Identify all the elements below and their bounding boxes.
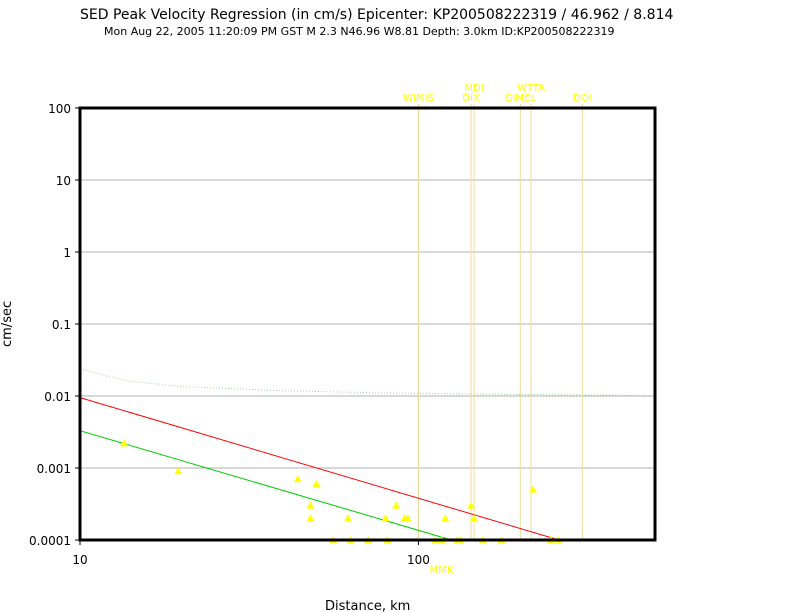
y-tick-label: 0.001 xyxy=(37,462,71,476)
data-point xyxy=(392,501,401,509)
y-tick-label: 10 xyxy=(56,174,71,188)
x-tick-label: 100 xyxy=(407,553,430,567)
data-point xyxy=(120,439,129,447)
x-axis-label: Distance, km xyxy=(325,599,410,612)
data-point xyxy=(306,501,315,509)
station-label: GIMEL xyxy=(505,93,537,104)
station-label: MMK xyxy=(430,565,454,576)
data-point xyxy=(293,475,302,483)
y-tick-label: 0.1 xyxy=(52,318,71,332)
dotted-curve xyxy=(79,368,646,396)
data-point xyxy=(174,467,183,475)
station-label: WTTA xyxy=(517,83,545,94)
data-point xyxy=(403,514,412,522)
data-point xyxy=(528,485,537,493)
data-point xyxy=(441,514,450,522)
y-tick-label: 100 xyxy=(48,102,71,116)
curves xyxy=(79,368,646,541)
data-point xyxy=(470,514,479,522)
station-label: WIMIS xyxy=(403,93,434,104)
y-axis-label: cm/sec xyxy=(0,301,15,347)
x-tick-label: 10 xyxy=(72,553,87,567)
y-tick-label: 1 xyxy=(63,246,71,260)
y-tick-label: 0.01 xyxy=(44,390,71,404)
station-label: DOI xyxy=(573,93,592,104)
regression-line-green xyxy=(79,430,452,541)
station-label: DIX xyxy=(462,93,480,104)
regression-line-red xyxy=(79,397,560,541)
data-points xyxy=(120,439,563,543)
y-tick-label: 0.0001 xyxy=(29,534,71,548)
data-point xyxy=(312,479,321,487)
chart-title: SED Peak Velocity Regression (in cm/s) E… xyxy=(80,7,673,23)
data-point xyxy=(344,514,353,522)
data-point xyxy=(306,514,315,522)
chart-subtitle: Mon Aug 22, 2005 11:20:09 PM GST M 2.3 N… xyxy=(104,25,614,38)
station-label: MDI xyxy=(464,83,483,94)
grid xyxy=(80,107,655,541)
data-point xyxy=(381,514,390,522)
data-point xyxy=(467,501,476,509)
